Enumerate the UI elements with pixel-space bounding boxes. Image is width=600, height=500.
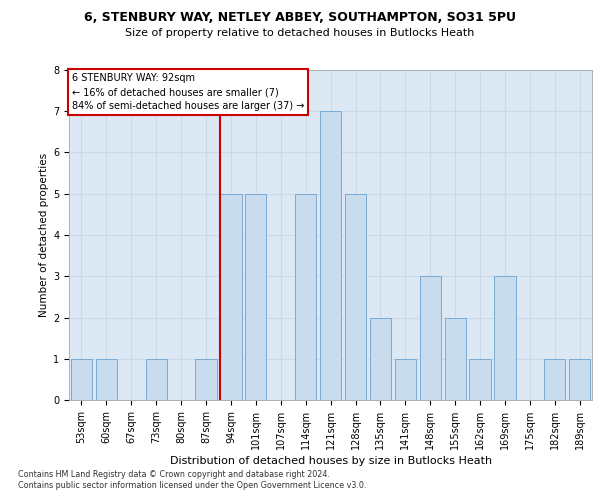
Bar — [220, 194, 242, 400]
Bar — [320, 111, 341, 400]
Bar — [345, 194, 366, 400]
Bar — [96, 359, 117, 400]
Text: Contains public sector information licensed under the Open Government Licence v3: Contains public sector information licen… — [18, 481, 367, 490]
Bar — [494, 276, 515, 400]
Bar — [370, 318, 391, 400]
Bar — [245, 194, 266, 400]
Bar — [469, 359, 491, 400]
Bar — [71, 359, 92, 400]
Y-axis label: Number of detached properties: Number of detached properties — [39, 153, 49, 317]
Text: Contains HM Land Registry data © Crown copyright and database right 2024.: Contains HM Land Registry data © Crown c… — [18, 470, 330, 479]
Bar — [395, 359, 416, 400]
Text: 6, STENBURY WAY, NETLEY ABBEY, SOUTHAMPTON, SO31 5PU: 6, STENBURY WAY, NETLEY ABBEY, SOUTHAMPT… — [84, 11, 516, 24]
Bar — [544, 359, 565, 400]
Bar — [196, 359, 217, 400]
X-axis label: Distribution of detached houses by size in Butlocks Heath: Distribution of detached houses by size … — [170, 456, 491, 466]
Bar — [295, 194, 316, 400]
Bar — [569, 359, 590, 400]
Bar — [419, 276, 441, 400]
Text: Size of property relative to detached houses in Butlocks Heath: Size of property relative to detached ho… — [125, 28, 475, 38]
Bar — [445, 318, 466, 400]
Text: 6 STENBURY WAY: 92sqm
← 16% of detached houses are smaller (7)
84% of semi-detac: 6 STENBURY WAY: 92sqm ← 16% of detached … — [71, 74, 304, 112]
Bar — [146, 359, 167, 400]
